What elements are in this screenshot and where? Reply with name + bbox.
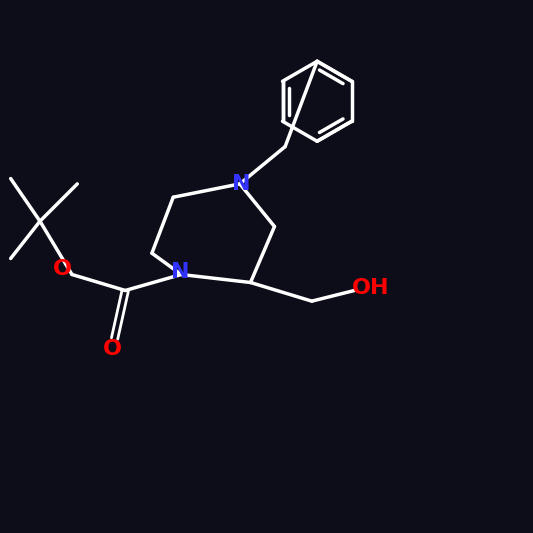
Text: N: N <box>171 262 189 282</box>
Text: O: O <box>102 339 122 359</box>
Text: OH: OH <box>352 278 389 298</box>
Text: O: O <box>53 259 72 279</box>
Text: N: N <box>232 174 250 194</box>
